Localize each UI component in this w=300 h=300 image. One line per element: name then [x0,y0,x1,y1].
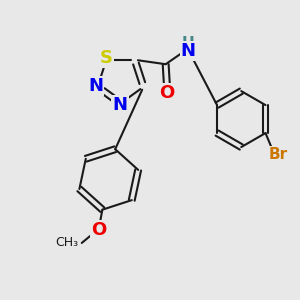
Text: N: N [88,76,103,94]
Text: CH₃: CH₃ [55,236,78,250]
Text: N: N [181,42,196,60]
Text: O: O [91,221,106,239]
Text: H: H [182,35,195,50]
Text: O: O [160,84,175,102]
Text: Br: Br [268,147,288,162]
Text: S: S [100,49,113,67]
Text: N: N [112,96,128,114]
